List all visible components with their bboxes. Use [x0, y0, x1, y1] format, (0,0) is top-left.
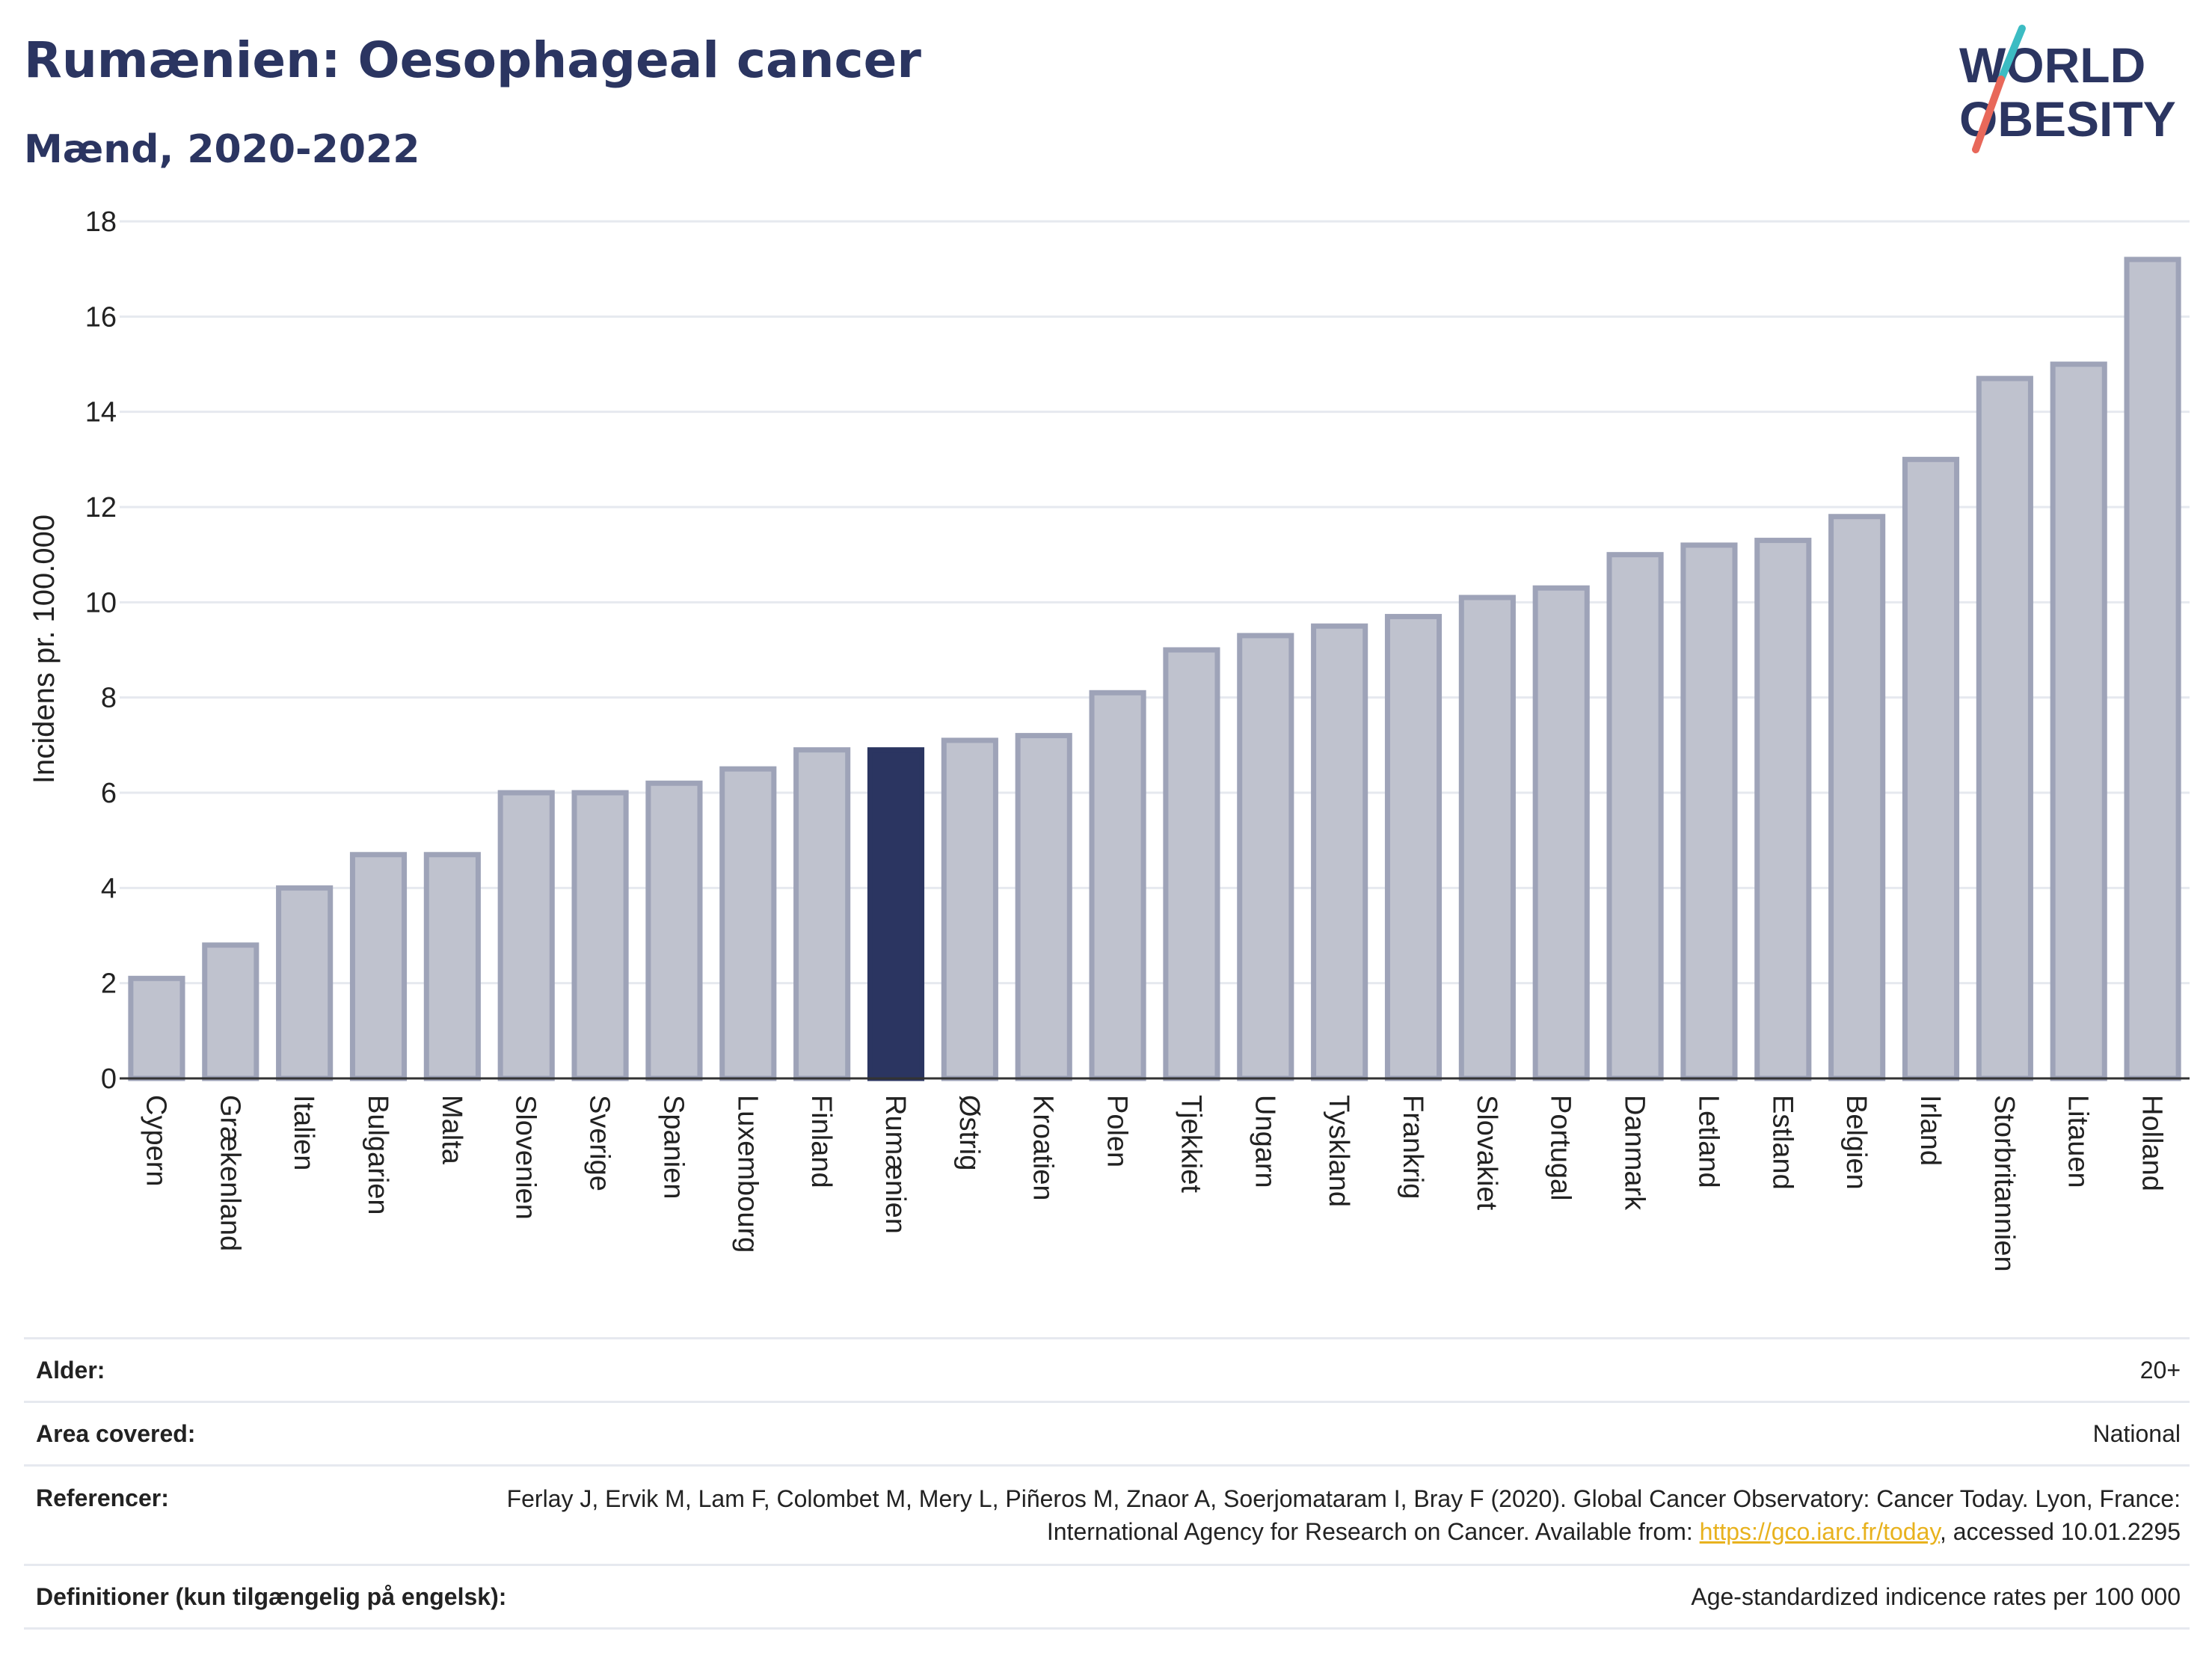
y-tick-label: 16 — [85, 301, 117, 333]
y-tick-label: 0 — [101, 1063, 117, 1095]
bar-tyskland[interactable] — [1311, 623, 1368, 1081]
world-obesity-logo: WORLD OBESITY — [1959, 25, 2176, 153]
age-label: Alder: — [36, 1356, 105, 1384]
y-tick-labels: 0 2 4 6 8 10 12 14 16 18 — [85, 206, 117, 1095]
bar-cypern[interactable] — [128, 975, 185, 1081]
bar-finland[interactable] — [793, 747, 851, 1081]
chart-title: Rumænien: Oesophageal cancer — [24, 31, 921, 89]
bar-sverige[interactable] — [571, 790, 629, 1081]
x-tick-label: Letland — [1692, 1095, 1724, 1188]
bar-slovenien[interactable] — [497, 790, 555, 1081]
info-table: Alder: 20+ Area covered: National Refere… — [24, 1337, 2190, 1630]
logo-slash-coral — [1972, 76, 2005, 153]
x-tick-label: Frankrig — [1397, 1095, 1428, 1199]
x-tick-label: Portugal — [1545, 1095, 1576, 1201]
x-tick-label: Holland — [2136, 1095, 2168, 1191]
y-tick-label: 6 — [101, 778, 117, 809]
x-tick-label: Slovakiet — [1471, 1095, 1502, 1211]
x-tick-label: Ungarn — [1249, 1095, 1280, 1188]
bar-rumænien[interactable] — [867, 747, 925, 1081]
x-tick-label: Østrig — [953, 1095, 985, 1170]
bar-kroatien[interactable] — [1015, 733, 1072, 1081]
bar-malta[interactable] — [423, 852, 481, 1081]
x-tick-label: Luxembourg — [731, 1095, 763, 1253]
info-row-definitions: Definitioner (kun tilgængelig på engelsk… — [24, 1564, 2190, 1630]
bar-danmark[interactable] — [1606, 552, 1664, 1081]
y-tick-label: 8 — [101, 683, 117, 714]
bars — [128, 257, 2181, 1081]
y-tick-label: 10 — [85, 587, 117, 618]
bar-tjekkiet[interactable] — [1163, 647, 1220, 1081]
bar-estland[interactable] — [1754, 538, 1812, 1081]
bar-luxembourg[interactable] — [719, 766, 777, 1081]
age-value: 20+ — [2139, 1356, 2181, 1384]
bar-grækenland[interactable] — [202, 942, 259, 1081]
info-row-age: Alder: 20+ — [24, 1337, 2190, 1401]
x-tick-label: Grækenland — [214, 1095, 245, 1251]
x-tick-label: Finland — [805, 1095, 837, 1188]
x-tick-label: Polen — [1102, 1095, 1133, 1167]
x-tick-label: Storbritannien — [1988, 1095, 2020, 1272]
bar-storbritannien[interactable] — [1976, 375, 2033, 1081]
x-tick-labels: Cypern Grækenland Italien Bulgarien Malta Slo… — [140, 1095, 2167, 1272]
bar-letland[interactable] — [1680, 542, 1738, 1081]
bar-spanien[interactable] — [645, 780, 703, 1081]
logo-slash-teal — [1997, 25, 2026, 83]
x-tick-label: Malta — [436, 1095, 467, 1165]
x-tick-label: Tjekkiet — [1175, 1095, 1206, 1193]
bar-frankrig[interactable] — [1384, 613, 1443, 1081]
y-tick-label: 14 — [85, 397, 117, 429]
x-tick-label: Sverige — [584, 1095, 615, 1191]
y-tick-label: 12 — [85, 492, 117, 523]
x-tick-label: Rumænien — [879, 1095, 911, 1234]
bar-italien[interactable] — [276, 885, 334, 1081]
bar-chart: 0 2 4 6 8 10 12 14 16 18 Cypern Grækenland Italien B… — [28, 206, 2190, 1272]
definitions-label: Definitioner (kun tilgængelig på engelsk… — [36, 1582, 507, 1610]
bar-østrig[interactable] — [941, 737, 998, 1081]
info-row-references: Referencer: Ferlay J, Ervik M, Lam F, Co… — [24, 1464, 2190, 1564]
x-tick-label: Italien — [288, 1095, 319, 1170]
y-tick-label: 2 — [101, 968, 117, 1000]
x-tick-label: Estland — [1766, 1095, 1798, 1190]
x-tick-label: Tyskland — [1323, 1095, 1354, 1207]
area-value: National — [2092, 1419, 2181, 1447]
x-tick-label: Irland — [1914, 1095, 1946, 1166]
x-tick-label: Spanien — [657, 1095, 689, 1199]
x-tick-label: Belgien — [1840, 1095, 1872, 1190]
y-tick-label: 18 — [85, 206, 117, 238]
x-tick-label: Danmark — [1619, 1095, 1650, 1211]
y-tick-label: 4 — [101, 873, 117, 904]
bar-bulgarien[interactable] — [349, 852, 408, 1081]
bar-litauen[interactable] — [2050, 361, 2107, 1081]
y-axis-label: Incidens pr. 100.000 — [28, 515, 61, 784]
x-tick-label: Slovenien — [510, 1095, 541, 1220]
bar-holland[interactable] — [2124, 257, 2181, 1081]
bar-irland[interactable] — [1902, 456, 1960, 1081]
bar-slovakiet[interactable] — [1458, 595, 1516, 1081]
x-tick-label: Cypern — [140, 1095, 171, 1187]
references-label: Referencer: — [36, 1484, 169, 1511]
info-row-area: Area covered: National — [24, 1401, 2190, 1464]
bar-polen[interactable] — [1089, 690, 1146, 1081]
chart-subtitle: Mænd, 2020-2022 — [24, 127, 420, 172]
bar-ungarn[interactable] — [1237, 633, 1294, 1081]
references-value: Ferlay J, Ervik M, Lam F, Colombet M, Me… — [461, 1482, 2190, 1548]
references-text: Ferlay J, Ervik M, Lam F, Colombet M, Me… — [506, 1485, 2181, 1545]
references-link[interactable]: https://gco.iarc.fr/today — [1699, 1518, 1940, 1545]
logo-line1: WORLD — [1959, 37, 2145, 93]
bar-portugal[interactable] — [1532, 585, 1590, 1081]
x-tick-label: Litauen — [2062, 1095, 2094, 1188]
references-accessed: , accessed 10.01.2295 — [1939, 1518, 2181, 1545]
definitions-value: Age-standardized indicence rates per 100… — [1691, 1582, 2181, 1610]
area-label: Area covered: — [36, 1419, 196, 1447]
bar-belgien[interactable] — [1828, 514, 1886, 1081]
x-tick-label: Bulgarien — [362, 1095, 393, 1215]
x-tick-label: Kroatien — [1027, 1095, 1059, 1201]
